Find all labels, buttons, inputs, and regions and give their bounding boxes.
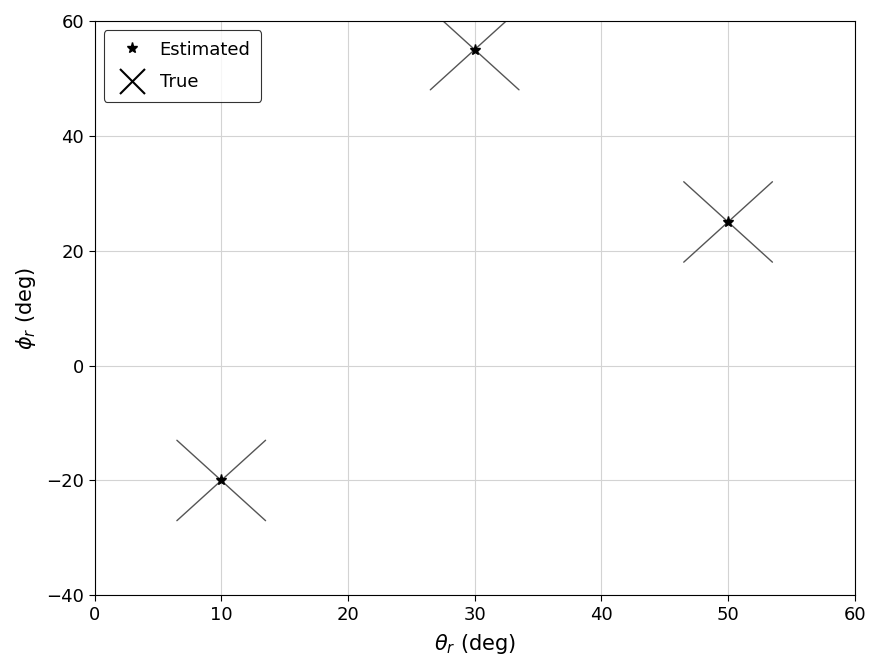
Legend: Estimated, True: Estimated, True [104, 30, 261, 102]
Y-axis label: $\phi_r$ (deg): $\phi_r$ (deg) [14, 267, 38, 350]
X-axis label: $\theta_r$ (deg): $\theta_r$ (deg) [434, 632, 516, 656]
